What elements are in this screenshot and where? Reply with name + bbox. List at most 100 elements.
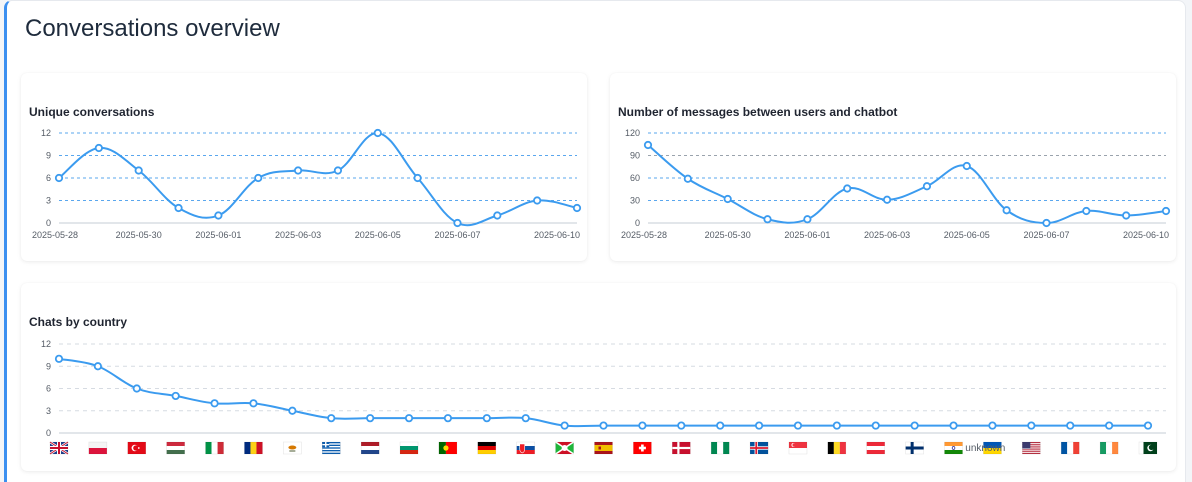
data-point[interactable] (723, 194, 732, 204)
data-point[interactable] (803, 215, 812, 224)
chats-by-country-card: Chats by country 0 3 6 9 12 unknown (21, 283, 1176, 471)
data-point[interactable] (560, 421, 569, 430)
data-point[interactable] (643, 140, 653, 150)
data-point[interactable] (443, 414, 453, 423)
data-point[interactable] (716, 421, 725, 430)
flag-gb-icon (49, 440, 69, 456)
data-point[interactable] (599, 421, 608, 430)
data-point[interactable] (93, 362, 102, 371)
data-point[interactable] (832, 421, 841, 430)
data-point[interactable] (249, 399, 258, 408)
data-point[interactable] (638, 421, 647, 430)
x-tick-label: 2025-06-03 (275, 230, 321, 240)
flag-bi-icon (555, 441, 575, 455)
data-point[interactable] (288, 406, 297, 415)
y-tick-label: 90 (630, 151, 640, 161)
data-point[interactable] (94, 143, 103, 153)
data-point[interactable] (1105, 421, 1114, 430)
y-tick-label: 6 (46, 384, 51, 394)
data-point[interactable] (171, 391, 180, 401)
data-point[interactable] (922, 182, 932, 191)
x-tick-label: 2025-05-28 (621, 230, 667, 240)
x-tick-label: 2025-06-07 (434, 230, 480, 240)
data-point[interactable] (132, 384, 141, 393)
data-point[interactable] (754, 421, 764, 430)
data-point[interactable] (988, 421, 997, 430)
unique-conversations-chart: 0 3 6 9 12 2025-05-28 2025-05-30 2025-06-01 2025… (32, 128, 582, 240)
data-point[interactable] (1042, 218, 1051, 228)
data-point[interactable] (333, 166, 343, 175)
data-point[interactable] (210, 399, 219, 408)
data-point[interactable] (1066, 421, 1075, 430)
unique-conversations-card: Unique conversations 0 3 6 9 12 2025-05-28 202… (21, 73, 587, 261)
y-tick-label: 30 (630, 196, 640, 206)
data-point[interactable] (962, 161, 971, 171)
y-tick-label: 12 (41, 128, 51, 138)
flag-dk-icon (672, 441, 691, 455)
data-point[interactable] (413, 173, 422, 183)
x-tick-label: 2025-05-30 (116, 230, 162, 240)
data-point[interactable] (1143, 421, 1153, 430)
y-tick-label: 6 (46, 173, 51, 183)
flag-gr-icon (322, 441, 341, 455)
data-point[interactable] (254, 173, 263, 183)
flag-in-icon (944, 441, 963, 455)
data-point[interactable] (763, 215, 772, 224)
data-point[interactable] (683, 174, 692, 183)
data-point[interactable] (214, 211, 223, 220)
dashboard-panel: Conversations overview Unique conversati… (4, 0, 1186, 482)
flag-ua-icon (983, 441, 1002, 455)
data-point[interactable] (1161, 206, 1171, 216)
series-line (58, 132, 578, 227)
data-point[interactable] (882, 195, 892, 204)
unique-conversations-title: Unique conversations (29, 105, 155, 119)
x-tick-label: 2025-06-05 (944, 230, 990, 240)
data-point[interactable] (677, 421, 686, 430)
data-point[interactable] (54, 173, 64, 183)
data-point[interactable] (366, 414, 375, 423)
data-point[interactable] (1082, 206, 1091, 216)
flag-pk-icon (1138, 441, 1158, 455)
data-point[interactable] (871, 421, 880, 430)
data-point[interactable] (793, 421, 803, 430)
flag-fi-icon (905, 441, 924, 455)
x-tick-label: 2025-05-30 (705, 230, 751, 240)
data-point[interactable] (572, 203, 582, 213)
chats-by-country-title: Chats by country (29, 315, 128, 329)
y-tick-label: 0 (46, 218, 51, 228)
flag-pl-icon (88, 441, 108, 455)
page-title: Conversations overview (25, 15, 280, 42)
data-point[interactable] (373, 128, 382, 138)
data-point[interactable] (404, 414, 414, 423)
flag-bg-icon (399, 441, 419, 455)
data-point[interactable] (1002, 206, 1011, 215)
data-point[interactable] (453, 218, 462, 228)
messages-card: Number of messages between users and cha… (610, 73, 1176, 261)
x-tick-label: 2025-06-10 (1123, 230, 1169, 240)
data-point[interactable] (174, 203, 183, 213)
data-point[interactable] (293, 166, 303, 175)
data-point[interactable] (327, 414, 336, 423)
data-point[interactable] (54, 354, 64, 363)
flag-tr-icon (127, 441, 147, 455)
flag-es-icon (594, 441, 613, 455)
data-point[interactable] (134, 166, 143, 175)
data-point[interactable] (843, 184, 852, 193)
y-tick-label: 3 (46, 406, 51, 416)
flag-ie-icon (1099, 441, 1119, 455)
data-point[interactable] (533, 196, 542, 205)
data-point[interactable] (521, 414, 530, 423)
data-point[interactable] (493, 211, 502, 220)
flag-hu-icon (166, 441, 185, 455)
data-point[interactable] (482, 414, 491, 423)
flag-be-icon (827, 441, 847, 455)
x-tick-label: 2025-05-28 (32, 230, 78, 240)
data-point[interactable] (949, 421, 958, 430)
x-tick-label: 2025-06-07 (1023, 230, 1069, 240)
data-point[interactable] (1027, 421, 1036, 430)
data-point[interactable] (910, 421, 919, 430)
data-point[interactable] (1122, 211, 1131, 220)
x-tick-label: 2025-06-03 (864, 230, 910, 240)
series-line (647, 144, 1167, 225)
y-tick-label: 60 (630, 173, 640, 183)
